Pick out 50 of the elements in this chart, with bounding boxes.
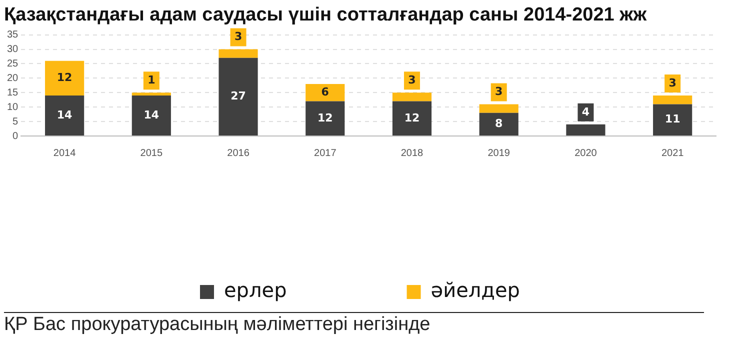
y-tick-label: 30	[7, 44, 19, 56]
data-label: 14	[144, 108, 160, 122]
bar	[392, 92, 432, 102]
data-label: 1	[148, 73, 156, 86]
x-tick-label: 2019	[488, 148, 510, 159]
x-tick-label: 2014	[53, 148, 76, 159]
x-tick-label: 2018	[400, 148, 424, 159]
y-tick-label: 35	[7, 30, 19, 41]
y-tick-label: 10	[7, 102, 19, 113]
data-label: 8	[495, 117, 503, 130]
y-tick-label: 25	[7, 58, 19, 70]
data-label: 12	[56, 71, 72, 84]
legend-label: ерлер	[224, 278, 287, 302]
data-label: 14	[56, 108, 73, 122]
y-tick-label: 5	[12, 116, 19, 128]
y-tick-label: 15	[7, 87, 19, 98]
text: ҚР Бас прокуратурасының мәліметтері негізінде	[4, 312, 704, 336]
data-label: 27	[230, 90, 246, 103]
data-label: 4	[582, 105, 590, 118]
data-label: 3	[668, 76, 676, 90]
bar	[306, 101, 345, 136]
bar	[392, 101, 432, 136]
bar	[218, 49, 258, 58]
data-label: 6	[321, 85, 330, 98]
data-label: 11	[664, 112, 680, 126]
bar	[218, 58, 258, 136]
data-label: 3	[234, 30, 242, 44]
data-label: 3	[408, 73, 416, 86]
data-label: 3	[495, 85, 503, 98]
bar	[479, 112, 518, 136]
y-tick-label: 20	[7, 72, 19, 84]
bar	[45, 60, 84, 96]
legend-label: әйелдер	[430, 278, 520, 302]
bar	[479, 104, 518, 113]
bar	[132, 96, 171, 136]
bar	[45, 96, 84, 136]
bar	[653, 104, 692, 136]
x-tick-label: 2021	[661, 148, 684, 159]
x-tick-label: 2015	[140, 148, 163, 159]
y-tick-label: 0	[12, 130, 19, 142]
bar	[132, 92, 171, 96]
bar	[566, 124, 606, 136]
chart-title: Қазақстандағы адам саудасы үшін сотталғандар саны 2014-2021 жж	[4, 4, 648, 26]
x-tick-label: 2017	[314, 148, 337, 159]
x-tick-label: 2020	[574, 148, 598, 159]
bar	[653, 96, 692, 104]
data-label: 12	[317, 111, 333, 124]
data-label: 12	[404, 111, 420, 124]
bar	[306, 84, 345, 102]
x-tick-label: 2016	[227, 148, 250, 159]
